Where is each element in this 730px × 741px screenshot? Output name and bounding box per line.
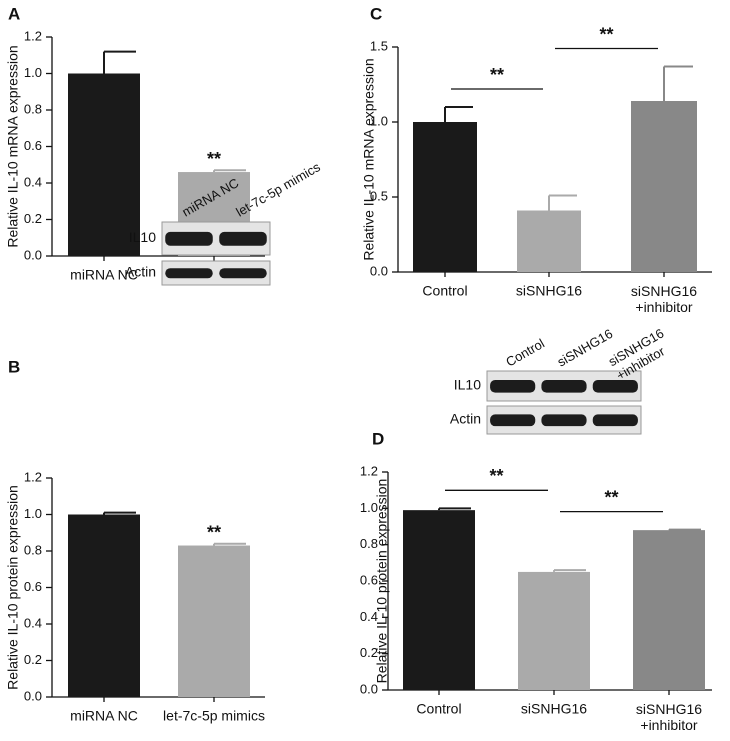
panel-letter: D [372,429,384,448]
blot-band [592,414,638,427]
y-tick-label: 0.0 [370,263,388,278]
y-tick-label: 0.0 [24,688,42,703]
y-tick-label: 0.6 [360,572,378,587]
blot-band [541,414,587,427]
y-tick-label: 0.8 [24,542,42,557]
error-bar [213,169,246,173]
y-tick-label: 0.0 [24,247,42,262]
blot-lane-label: Control [503,336,547,370]
blot-row-label: IL10 [454,377,481,393]
y-tick-label: 1.2 [360,463,378,478]
blot-band [490,414,536,427]
bar [517,210,581,272]
error-bar [444,106,473,122]
x-tick-label: miRNA NC [70,708,138,724]
y-tick-label: 1.5 [370,38,388,53]
blot-band [541,380,587,393]
bar [633,530,705,690]
panel-letter: B [8,357,20,376]
y-tick-label: 0.4 [360,609,378,624]
blot-row-label: Actin [450,411,481,427]
bar [178,545,250,697]
significance: ** [490,65,504,85]
y-tick-label: 0.2 [360,645,378,660]
error-bar [663,65,693,101]
y-tick-label: 0.5 [370,188,388,203]
error-bar [548,194,577,211]
y-tick-label: 1.2 [24,28,42,43]
y-axis-label: Relative IL-10 mRNA expression [5,45,21,247]
significance: ** [207,149,221,169]
y-tick-label: 1.0 [24,65,42,80]
x-tick-label: siSNHG16 [521,701,587,717]
blot-band [219,231,267,246]
y-tick-label: 0.2 [24,652,42,667]
blot-band [165,231,213,246]
bar [631,101,697,272]
error-bar [668,528,701,531]
y-axis-label: Relative IL-10 mRNA expression [361,58,377,260]
significance: ** [489,466,503,486]
y-tick-label: 1.0 [360,500,378,515]
panel-letter: C [370,4,382,23]
y-tick-label: 0.6 [24,138,42,153]
blot-row-label: IL10 [129,229,156,245]
y-tick-label: 0.4 [24,174,42,189]
bar [518,571,590,690]
bar [68,514,140,697]
blot-band [219,268,267,279]
significance: ** [604,487,618,507]
x-tick-label: Control [422,283,467,299]
significance: ** [599,24,613,44]
y-tick-label: 1.0 [370,113,388,128]
x-tick-label: siSNHG16 +inhibitor [636,701,702,733]
blot-row-label: Actin [125,264,156,280]
significance: ** [207,522,221,542]
bar [403,510,475,690]
y-axis-label: Relative IL-10 protein expression [374,479,390,684]
y-tick-label: 0.0 [360,681,378,696]
x-tick-label: Control [416,701,461,717]
y-tick-label: 1.2 [24,469,42,484]
blot-lane-label: siSNHG16 [555,326,616,370]
y-tick-label: 0.8 [24,101,42,116]
y-tick-label: 0.4 [24,615,42,630]
error-bar [553,569,586,572]
y-tick-label: 0.2 [24,211,42,226]
error-bar [103,50,136,74]
y-tick-label: 0.8 [360,536,378,551]
y-tick-label: 0.6 [24,579,42,594]
error-bar [103,511,136,515]
blot-band [592,380,638,393]
x-tick-label: let-7c-5p mimics [163,708,265,724]
error-bar [438,507,471,511]
x-tick-label: miRNA NC [70,267,138,283]
bar [413,122,477,272]
panel-letter: A [8,4,20,23]
bar [68,73,140,256]
blot-band [165,268,213,279]
x-tick-label: siSNHG16 [516,283,582,299]
x-tick-label: siSNHG16 +inhibitor [631,283,697,315]
y-axis-label: Relative IL-10 protein expression [5,485,21,690]
y-tick-label: 1.0 [24,506,42,521]
error-bar [213,542,246,546]
blot-band [490,380,536,393]
